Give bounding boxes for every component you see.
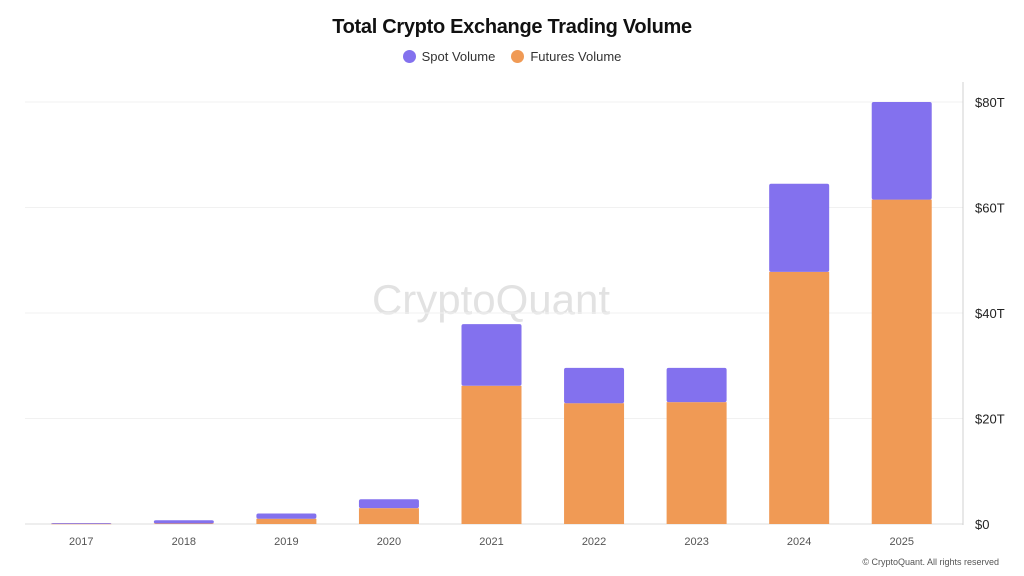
x-tick-label: 2019 [274,536,298,548]
legend-label-futures: Futures Volume [530,49,622,64]
y-tick-label: $80T [975,95,1005,110]
y-tick-label: $40T [975,306,1005,321]
bar-futures-volume-2025[interactable] [871,199,932,524]
legend: Spot Volume Futures Volume [0,49,1024,64]
x-tick-label: 2020 [377,536,401,548]
y-tick-label: $0 [975,517,989,532]
bar-futures-volume-2020[interactable] [358,508,419,524]
copyright-footer: © CryptoQuant. All rights reserved [862,557,999,567]
x-tick-label: 2018 [172,536,196,548]
bar-futures-volume-2024[interactable] [769,271,830,524]
bar-spot-volume-2017[interactable] [51,522,112,524]
bar-futures-volume-2021[interactable] [461,385,522,524]
legend-swatch-futures [511,50,525,63]
x-tick-label: 2024 [787,536,811,548]
bar-spot-volume-2025[interactable] [871,102,932,200]
legend-item-spot[interactable]: Spot Volume [402,49,496,64]
x-tick-label: 2025 [889,536,913,548]
bar-futures-volume-2022[interactable] [564,403,625,524]
y-tick-label: $20T [975,412,1005,427]
bar-spot-volume-2020[interactable] [358,499,419,509]
bar-spot-volume-2022[interactable] [564,367,625,404]
watermark: CryptoQuant [372,276,610,323]
bar-spot-volume-2018[interactable] [153,520,214,524]
y-tick-label: $60T [975,201,1005,216]
x-tick-label: 2021 [479,536,503,548]
x-tick-label: 2022 [582,536,606,548]
bar-spot-volume-2021[interactable] [461,324,522,386]
bar-futures-volume-2017[interactable] [51,523,112,525]
legend-label-spot: Spot Volume [421,49,496,64]
bar-futures-volume-2023[interactable] [666,402,727,524]
bar-spot-volume-2024[interactable] [769,183,830,272]
bar-spot-volume-2019[interactable] [256,513,317,519]
chart-title: Total Crypto Exchange Trading Volume [332,16,692,38]
x-tick-label: 2017 [69,536,93,548]
bar-futures-volume-2019[interactable] [256,518,317,524]
bar-spot-volume-2023[interactable] [666,367,727,403]
legend-item-futures[interactable]: Futures Volume [511,49,621,64]
bar-futures-volume-2018[interactable] [153,523,214,524]
x-tick-label: 2023 [684,536,708,548]
legend-swatch-spot [402,50,416,63]
